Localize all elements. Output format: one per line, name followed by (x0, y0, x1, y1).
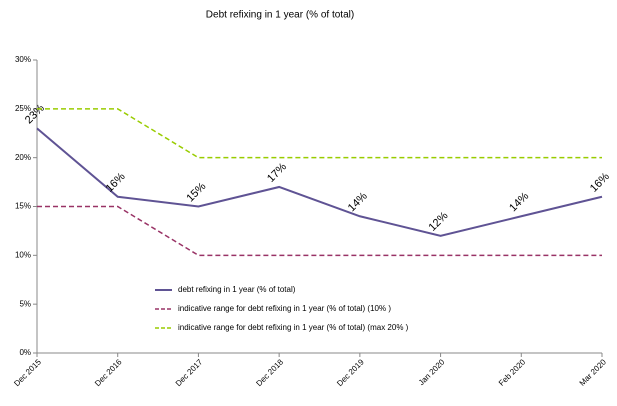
y-tick-label: 5% (19, 299, 31, 308)
x-tick-label: Jan 2020 (417, 357, 447, 387)
legend-label: indicative range for debt refixing in 1 … (178, 323, 409, 332)
value-label: 14% (507, 190, 531, 214)
value-label: 14% (346, 190, 370, 214)
x-tick-label: Feb 2020 (497, 357, 528, 388)
legend-label: indicative range for debt refixing in 1 … (178, 304, 391, 313)
value-label: 16% (588, 170, 612, 194)
chart-title: Debt refixing in 1 year (% of total) (206, 10, 354, 21)
value-label: 15% (184, 180, 208, 204)
y-tick-label: 25% (15, 104, 31, 113)
series-line (37, 108, 602, 159)
value-label: 17% (265, 161, 289, 185)
x-tick-label: Dec 2018 (254, 357, 285, 388)
x-tick-label: Dec 2017 (174, 357, 205, 388)
x-tick-label: Dec 2016 (93, 357, 124, 388)
series-line (37, 205, 602, 257)
y-tick-label: 10% (15, 250, 31, 259)
x-tick-label: Dec 2015 (12, 357, 43, 388)
value-label: 12% (426, 210, 450, 234)
y-tick-label: 0% (19, 348, 31, 357)
y-tick-label: 20% (15, 153, 31, 162)
y-tick-label: 15% (15, 202, 31, 211)
value-label: 16% (104, 170, 128, 194)
x-tick-label: Mar 2020 (578, 357, 609, 388)
legend-label: debt refixing in 1 year (% of total) (178, 285, 296, 294)
x-tick-label: Dec 2019 (335, 357, 366, 388)
series-line (36, 127, 603, 237)
y-tick-label: 30% (15, 55, 31, 64)
